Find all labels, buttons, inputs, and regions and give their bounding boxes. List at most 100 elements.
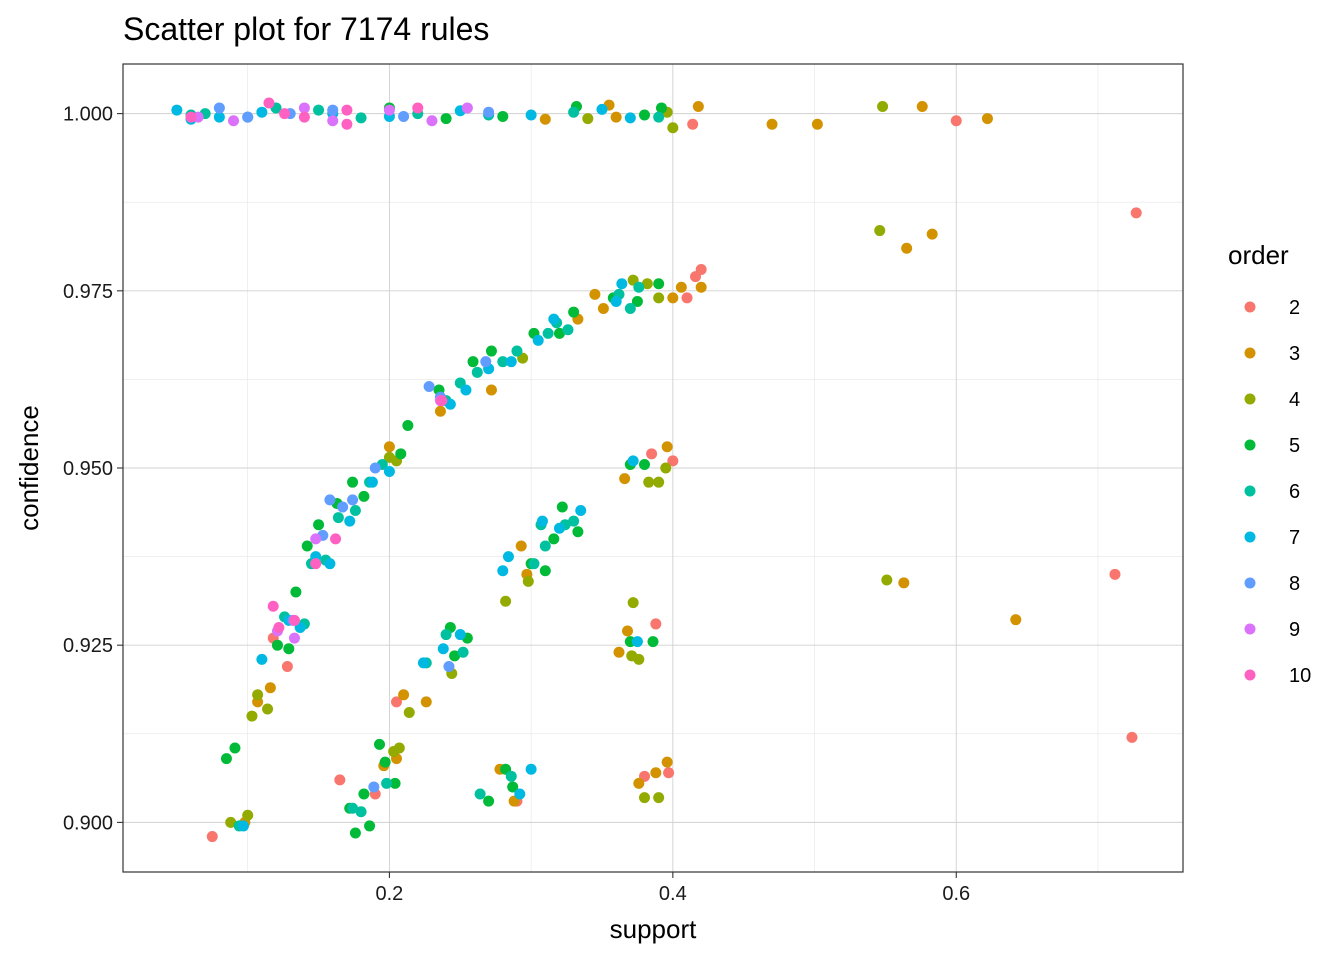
data-point-order-10 (298, 111, 310, 123)
data-point-order-7 (525, 763, 537, 775)
data-point-order-4 (660, 462, 672, 474)
data-point-order-2 (650, 618, 662, 630)
data-point-order-4 (242, 809, 254, 821)
data-point-order-3 (539, 113, 551, 125)
data-point-order-4 (225, 816, 237, 828)
data-point-order-3 (811, 118, 823, 130)
data-point-order-6 (539, 540, 551, 552)
data-point-order-5 (507, 781, 519, 793)
data-point-order-4 (393, 742, 405, 754)
data-point-order-4 (874, 225, 886, 237)
data-point-order-6 (440, 629, 452, 641)
data-point-order-9 (228, 115, 240, 127)
data-point-order-4 (877, 101, 889, 113)
data-point-order-7 (324, 558, 336, 570)
data-points (171, 97, 1142, 843)
data-point-order-3 (981, 113, 993, 125)
data-point-order-8 (213, 102, 225, 114)
data-point-order-6 (497, 356, 509, 368)
data-point-order-7 (532, 334, 544, 346)
data-point-order-6 (624, 303, 636, 315)
data-point-order-6 (542, 327, 554, 339)
legend-label-6: 6 (1289, 481, 1300, 503)
data-point-order-10 (185, 111, 197, 123)
legend-label-10: 10 (1289, 665, 1311, 687)
data-point-order-5 (313, 519, 325, 531)
data-point-order-7 (536, 515, 548, 527)
data-point-order-7 (366, 476, 378, 488)
data-point-order-4 (643, 476, 655, 488)
data-point-order-7 (444, 398, 456, 410)
data-point-order-2 (667, 455, 679, 467)
data-point-order-4 (638, 792, 650, 804)
data-point-order-5 (229, 742, 241, 754)
data-point-order-6 (568, 106, 580, 118)
x-tick-label: 0.4 (659, 883, 687, 905)
data-point-order-3 (383, 441, 395, 453)
data-point-order-4 (246, 710, 258, 722)
data-point-order-5 (220, 753, 232, 765)
legend: order 2 3 4 5 6 7 8 9 10 (1228, 240, 1311, 687)
data-point-order-5 (631, 295, 643, 307)
data-point-order-5 (653, 278, 665, 290)
data-point-order-7 (596, 103, 608, 115)
legend-key-10 (1244, 669, 1256, 681)
data-point-order-5 (568, 306, 580, 318)
data-point-order-4 (262, 703, 274, 715)
data-point-order-3 (901, 242, 913, 254)
data-point-order-6 (332, 512, 344, 524)
data-point-order-5 (389, 777, 401, 789)
data-point-order-7 (256, 653, 268, 665)
data-point-order-7 (497, 565, 509, 577)
data-point-order-9 (383, 104, 395, 116)
data-point-order-3 (597, 303, 609, 315)
data-point-order-4 (653, 292, 665, 304)
legend-key-3 (1244, 347, 1256, 359)
data-point-order-7 (460, 384, 472, 396)
data-point-order-6 (474, 788, 486, 800)
data-point-order-3 (661, 441, 673, 453)
data-point-order-10 (341, 118, 353, 130)
data-point-order-8 (483, 106, 495, 118)
legend-key-4 (1244, 393, 1256, 405)
data-point-order-6 (653, 111, 665, 123)
data-point-order-7 (553, 522, 565, 534)
data-point-order-3 (661, 756, 673, 768)
data-point-order-7 (344, 515, 356, 527)
data-point-order-3 (898, 577, 910, 589)
data-point-order-8 (480, 356, 492, 368)
data-point-order-9 (327, 115, 339, 127)
data-point-order-8 (368, 781, 380, 793)
data-point-order-8 (242, 111, 254, 123)
data-point-order-7 (502, 551, 514, 563)
data-point-order-10 (273, 621, 285, 633)
data-point-order-10 (412, 102, 424, 114)
data-point-order-4 (252, 689, 264, 701)
legend-label-7: 7 (1289, 527, 1300, 549)
x-tick-label: 0.6 (942, 883, 970, 905)
data-point-order-5 (290, 586, 302, 598)
data-point-order-3 (619, 473, 631, 485)
data-point-order-6 (355, 112, 367, 124)
data-point-order-4 (627, 597, 639, 609)
x-tick-label: 0.2 (376, 883, 404, 905)
x-axis-ticks: 0.2 0.4 0.6 (376, 872, 970, 905)
data-point-order-7 (616, 278, 628, 290)
data-point-order-3 (621, 625, 633, 637)
data-point-order-6 (313, 104, 325, 116)
y-tick-label: 1.000 (63, 104, 113, 126)
data-point-order-5 (283, 643, 295, 655)
legend-key-2 (1244, 301, 1256, 313)
data-point-order-5 (572, 526, 584, 538)
y-tick-label: 0.975 (63, 281, 113, 303)
data-point-order-8 (337, 501, 349, 513)
data-point-order-7 (213, 111, 225, 123)
legend-title: order (1228, 240, 1289, 270)
data-point-order-8 (347, 494, 359, 506)
data-point-order-7 (525, 109, 537, 121)
y-axis-title: confidence (14, 405, 44, 531)
data-point-order-2 (950, 115, 962, 127)
data-point-order-6 (347, 802, 359, 814)
data-point-order-7 (514, 788, 526, 800)
